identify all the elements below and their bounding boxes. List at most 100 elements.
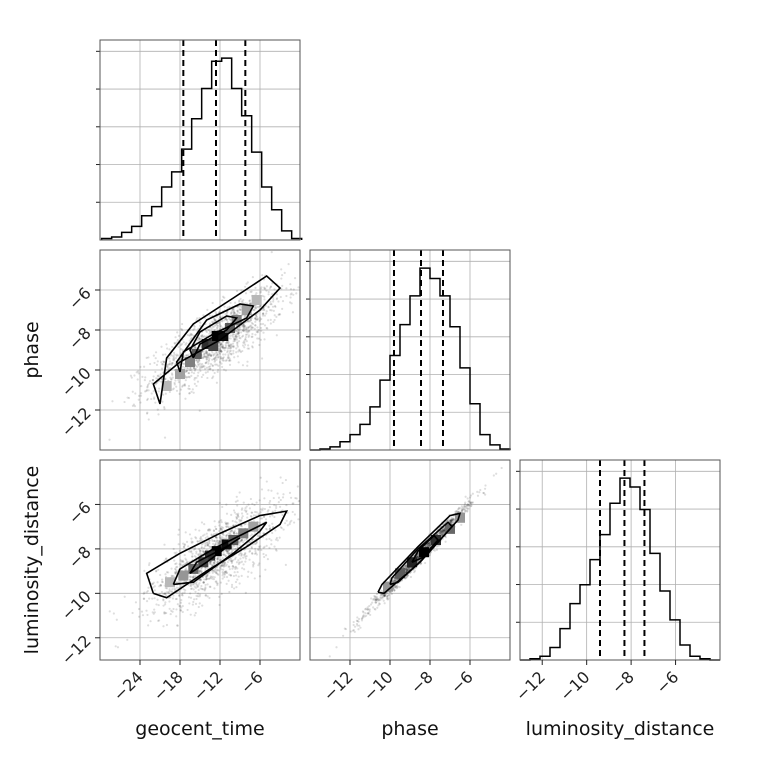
sample-point <box>165 557 168 560</box>
sample-point <box>254 317 257 320</box>
sample-point <box>229 557 233 560</box>
sample-point <box>214 580 217 583</box>
sample-point <box>393 588 396 592</box>
sample-point <box>225 582 228 585</box>
sample-point <box>209 561 212 564</box>
sample-point <box>174 597 177 601</box>
sample-point <box>222 565 225 568</box>
sample-point <box>232 524 235 527</box>
sample-point <box>228 590 231 594</box>
sample-point <box>162 360 165 363</box>
sample-point <box>216 560 219 563</box>
sample-point <box>226 523 229 526</box>
sample-point <box>242 323 245 327</box>
sample-point <box>203 550 206 553</box>
sample-point <box>300 527 302 529</box>
sample-point <box>207 368 210 371</box>
sample-point <box>168 362 172 365</box>
sample-point <box>200 546 203 549</box>
xlabel-luminosity-distance: luminosity_distance <box>526 718 715 740</box>
sample-point <box>213 563 216 566</box>
sample-point <box>385 597 389 600</box>
sample-point <box>197 337 200 340</box>
sample-point <box>228 305 231 308</box>
sample-point <box>246 347 249 350</box>
sample-point <box>251 552 254 555</box>
sample-point <box>189 587 193 590</box>
sample-point <box>176 339 179 342</box>
xlabel-phase: phase <box>381 718 438 740</box>
sample-point <box>440 530 444 533</box>
sample-point <box>192 366 195 369</box>
sample-point <box>457 507 461 510</box>
sample-point <box>227 356 230 359</box>
sample-point <box>398 586 401 589</box>
sample-point <box>236 570 239 574</box>
sample-point <box>230 308 234 311</box>
sample-point <box>189 613 192 616</box>
sample-point <box>215 571 218 575</box>
pair-frame <box>99 249 301 451</box>
sample-point <box>460 508 463 512</box>
sample-point <box>198 529 201 532</box>
sample-point <box>170 590 173 593</box>
sample-point <box>237 332 240 336</box>
sample-point <box>181 349 184 352</box>
sample-point <box>161 578 164 581</box>
sample-point <box>241 344 245 347</box>
sample-point <box>216 555 220 558</box>
sample-point <box>209 362 213 366</box>
sample-point <box>231 564 235 568</box>
sample-point <box>255 541 258 544</box>
sample-point <box>279 498 282 502</box>
sample-point <box>442 529 445 533</box>
sample-point <box>408 567 411 570</box>
sample-point <box>449 519 452 522</box>
sample-point <box>204 351 208 354</box>
sample-point <box>191 576 194 579</box>
sample-point <box>198 337 201 340</box>
sample-point <box>172 575 175 578</box>
sample-point <box>244 522 247 525</box>
sample-point <box>230 560 234 563</box>
sample-point <box>439 531 442 534</box>
sample-point <box>234 500 238 503</box>
sample-point <box>159 573 162 577</box>
sample-point <box>197 572 201 575</box>
sample-point <box>259 318 262 321</box>
sample-point <box>267 509 270 512</box>
sample-point <box>256 331 259 334</box>
sample-point <box>192 588 195 591</box>
sample-point <box>234 567 237 571</box>
sample-point <box>181 322 184 326</box>
sample-point <box>441 533 444 536</box>
sample-point <box>143 379 146 382</box>
sample-point <box>204 578 208 581</box>
sample-point <box>170 363 173 366</box>
sample-point <box>180 342 184 346</box>
sample-point <box>217 573 220 576</box>
sample-point <box>238 329 241 332</box>
sample-point <box>210 533 213 536</box>
sample-point <box>185 354 188 357</box>
sample-point <box>251 561 255 564</box>
sample-point <box>361 610 365 613</box>
sample-point <box>236 342 239 345</box>
sample-point <box>222 368 226 371</box>
sample-point <box>174 336 177 339</box>
sample-point <box>202 364 205 367</box>
sample-point <box>184 343 187 346</box>
sample-point <box>178 594 181 598</box>
sample-point <box>160 590 164 594</box>
xlabel-geocent-time: geocent_time <box>135 718 264 740</box>
sample-point <box>190 334 194 337</box>
sample-point <box>254 551 257 555</box>
sample-point <box>467 500 470 503</box>
sample-point <box>197 571 201 574</box>
sample-point <box>163 360 166 363</box>
sample-point <box>405 569 408 572</box>
sample-point <box>232 308 235 311</box>
sample-point <box>279 295 282 299</box>
sample-point <box>202 581 205 584</box>
sample-point <box>213 317 216 320</box>
